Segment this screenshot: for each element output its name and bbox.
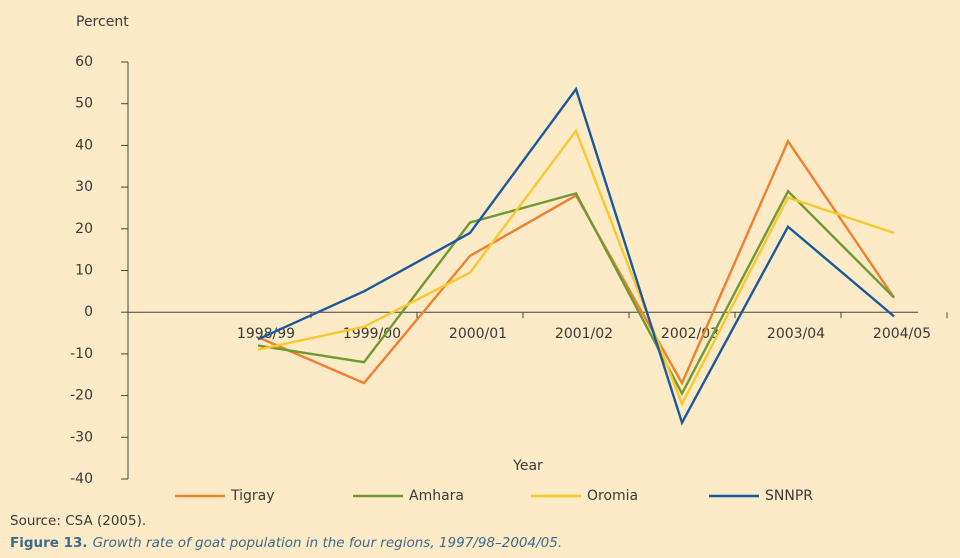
caption: Figure 13. Growth rate of goat population… bbox=[10, 535, 562, 551]
y-tick-label: 30 bbox=[75, 179, 93, 195]
x-axis-label: Year bbox=[512, 458, 543, 474]
x-tick-label: 2003/04 bbox=[767, 326, 825, 342]
y-tick-label: 50 bbox=[75, 96, 93, 112]
y-tick-label: -30 bbox=[70, 429, 93, 445]
legend-label: SNNPR bbox=[765, 488, 813, 504]
legend-label: Amhara bbox=[409, 488, 464, 504]
x-tick-label: 2001/02 bbox=[555, 326, 613, 342]
legend-label: Tigray bbox=[230, 488, 275, 504]
x-tick-label: 1999/00 bbox=[343, 326, 401, 342]
series-line bbox=[257, 86, 895, 426]
y-tick-label: 10 bbox=[75, 263, 93, 279]
y-tick-label: 40 bbox=[75, 137, 93, 153]
legend-label: Oromia bbox=[587, 488, 638, 504]
series-line bbox=[257, 189, 895, 397]
y-tick-label: -10 bbox=[70, 346, 93, 362]
y-tick-label: -20 bbox=[70, 388, 93, 404]
y-axis-label: Percent bbox=[76, 14, 129, 30]
x-tick-label: 2004/05 bbox=[873, 326, 931, 342]
y-tick-label: 60 bbox=[75, 54, 93, 70]
series-line bbox=[257, 128, 895, 407]
y-tick-label: 0 bbox=[84, 304, 93, 320]
source: Source: CSA (2005). bbox=[10, 513, 146, 529]
caption-text: Growth rate of goat population in the fo… bbox=[93, 535, 563, 551]
y-tick-label: 20 bbox=[75, 221, 93, 237]
series-line bbox=[257, 138, 895, 386]
figure-label: Figure 13. bbox=[10, 535, 88, 551]
x-tick-label: 2000/01 bbox=[449, 326, 507, 342]
y-tick-label: -40 bbox=[70, 471, 93, 487]
